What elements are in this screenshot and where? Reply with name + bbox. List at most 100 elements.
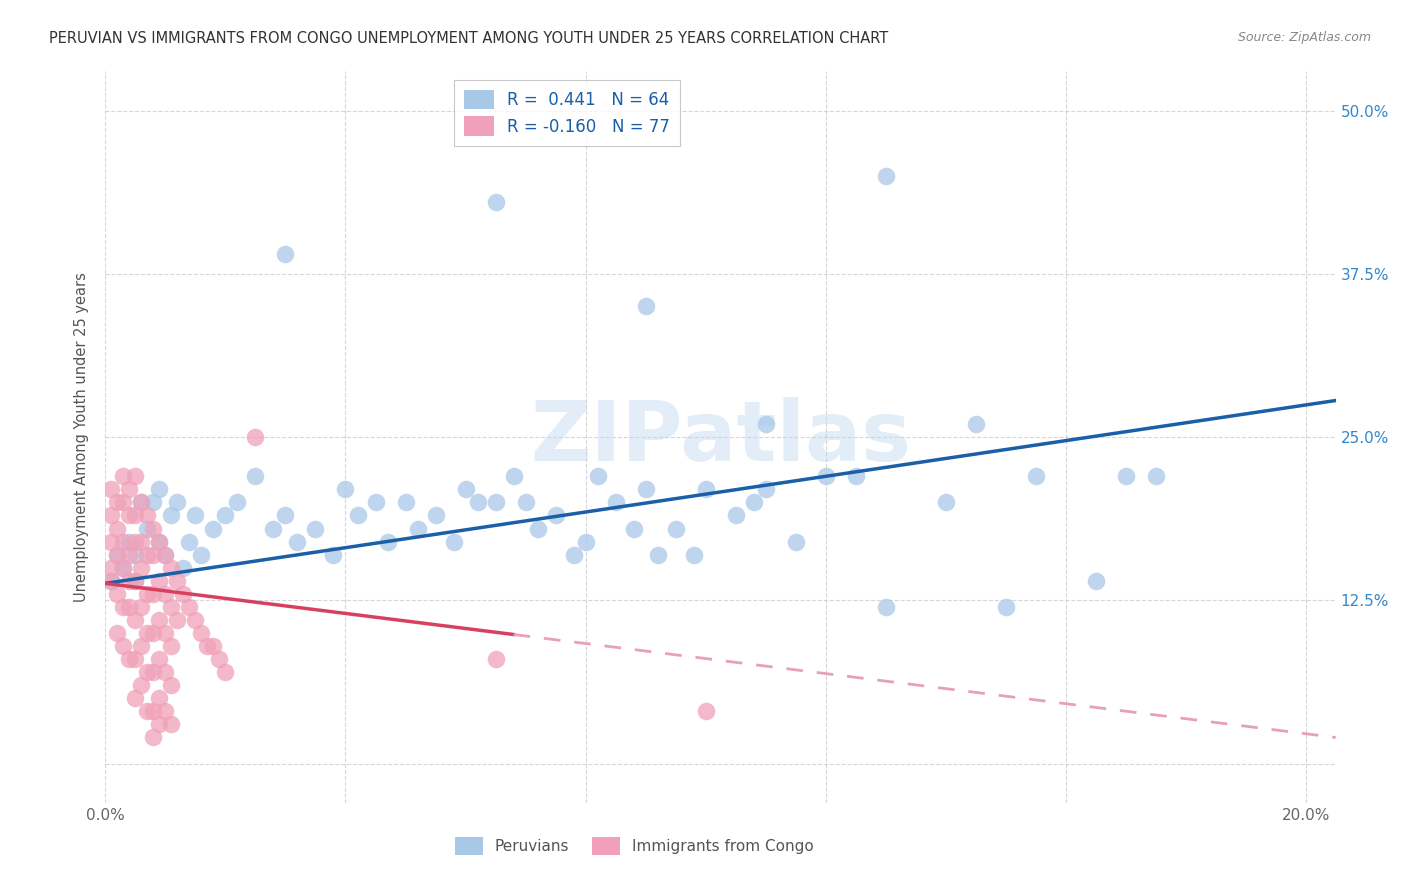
Point (142, 521, 165, 535)
Point (131, 495, 153, 509)
Point (148, 652, 170, 666)
Point (148, 691, 170, 706)
Point (124, 574, 146, 588)
Point (124, 534, 146, 549)
Point (574, 534, 596, 549)
Point (142, 548, 165, 562)
Point (124, 574, 146, 588)
Point (425, 508, 447, 523)
Point (112, 560, 135, 574)
Point (346, 508, 368, 523)
Point (124, 652, 146, 666)
Point (785, 534, 807, 549)
Point (136, 548, 159, 562)
Point (107, 521, 129, 535)
Point (179, 599, 201, 614)
Legend: Peruvians, Immigrants from Congo: Peruvians, Immigrants from Congo (449, 831, 820, 861)
Point (263, 521, 285, 535)
Point (179, 534, 201, 549)
Point (100, 483, 122, 497)
Point (160, 717, 183, 731)
Point (136, 587, 159, 601)
Point (586, 469, 609, 483)
Point (142, 495, 165, 509)
Point (1084, 574, 1107, 588)
Point (107, 548, 129, 562)
Text: ZIPatlas: ZIPatlas (530, 397, 911, 477)
Point (160, 599, 183, 614)
Point (112, 599, 135, 614)
Point (112, 639, 135, 653)
Point (136, 626, 159, 640)
Point (274, 508, 297, 523)
Point (148, 613, 170, 627)
Point (107, 495, 129, 509)
Point (131, 495, 153, 509)
Point (695, 705, 717, 719)
Point (214, 665, 236, 680)
Point (394, 495, 416, 509)
Point (484, 194, 506, 209)
Point (562, 548, 585, 562)
Point (155, 626, 177, 640)
Point (118, 599, 141, 614)
Point (124, 548, 146, 562)
Point (148, 483, 170, 497)
Point (148, 534, 170, 549)
Point (245, 430, 267, 444)
Point (131, 599, 153, 614)
Point (364, 495, 387, 509)
Point (155, 705, 177, 719)
Point (695, 483, 717, 497)
Point (682, 548, 704, 562)
Point (136, 508, 159, 523)
Point (755, 417, 778, 431)
Point (118, 548, 141, 562)
Point (994, 599, 1017, 614)
Point (184, 508, 207, 523)
Point (142, 731, 165, 745)
Point (406, 521, 429, 535)
Point (136, 521, 159, 535)
Point (166, 613, 188, 627)
Point (100, 574, 122, 588)
Point (184, 613, 207, 627)
Point (107, 626, 129, 640)
Point (124, 613, 146, 627)
Point (454, 483, 477, 497)
Point (190, 626, 212, 640)
Point (484, 652, 506, 666)
Text: Source: ZipAtlas.com: Source: ZipAtlas.com (1237, 31, 1371, 45)
Point (214, 508, 236, 523)
Point (142, 587, 165, 601)
Point (148, 717, 170, 731)
Point (100, 560, 122, 574)
Point (245, 469, 267, 483)
Point (136, 665, 159, 680)
Point (131, 639, 153, 653)
Point (100, 534, 122, 549)
Y-axis label: Unemployment Among Youth under 25 years: Unemployment Among Youth under 25 years (75, 272, 90, 602)
Point (100, 508, 122, 523)
Point (107, 587, 129, 601)
Point (118, 652, 141, 666)
Point (502, 469, 524, 483)
Point (287, 534, 309, 549)
Point (1144, 469, 1167, 483)
Point (172, 560, 194, 574)
Point (118, 534, 141, 549)
Point (634, 483, 657, 497)
Point (544, 508, 567, 523)
Point (148, 574, 170, 588)
Point (118, 574, 141, 588)
Point (755, 483, 778, 497)
Point (742, 495, 765, 509)
Point (814, 469, 837, 483)
Point (965, 417, 987, 431)
Point (202, 521, 225, 535)
Point (623, 521, 645, 535)
Point (160, 508, 183, 523)
Point (190, 548, 212, 562)
Point (112, 495, 135, 509)
Point (664, 521, 686, 535)
